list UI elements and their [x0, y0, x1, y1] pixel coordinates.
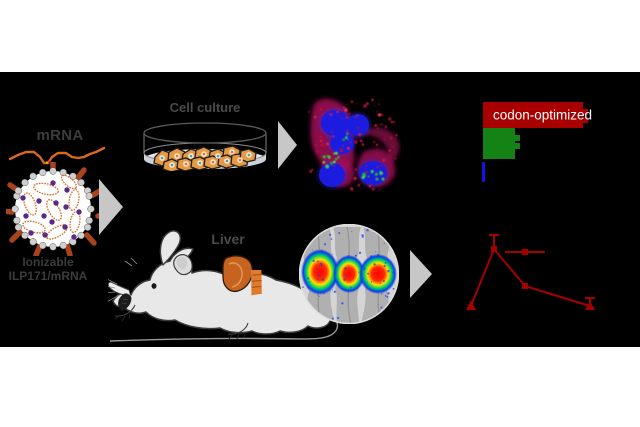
svg-text:codon-optimized: codon-optimized [493, 108, 592, 123]
